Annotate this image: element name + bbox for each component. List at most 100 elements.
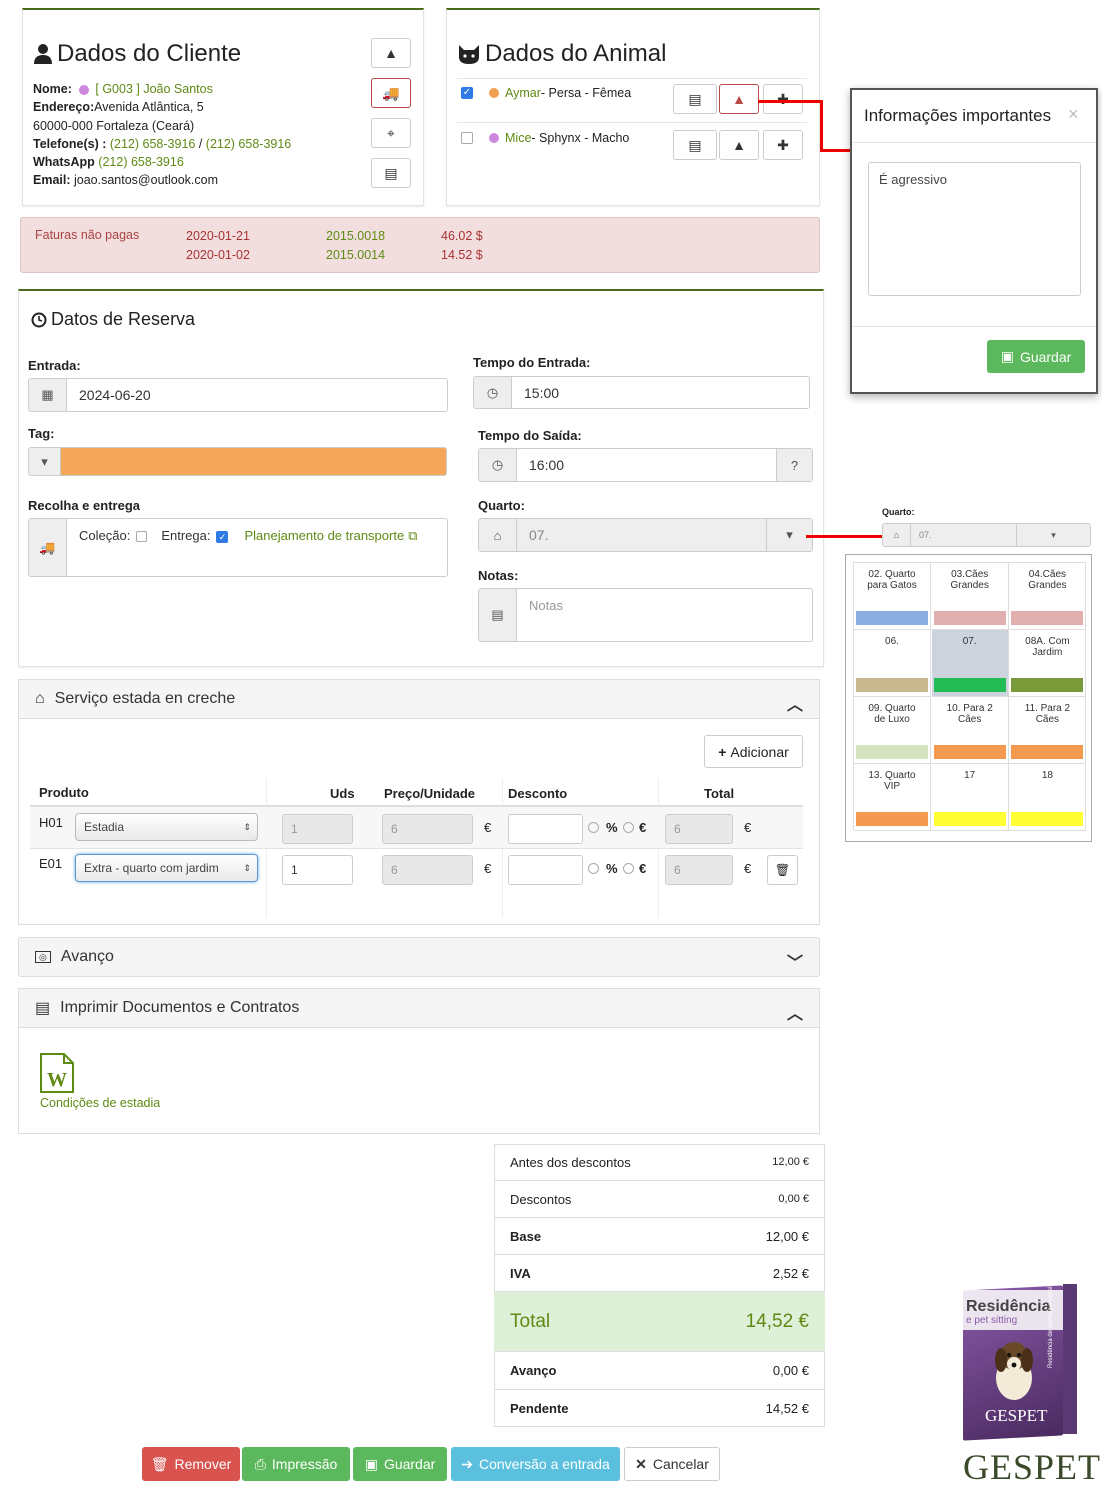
add-product-button[interactable]: + Adicionar bbox=[704, 735, 803, 768]
room-color-bar bbox=[856, 678, 928, 692]
discount-eur-radio[interactable] bbox=[623, 822, 634, 833]
word-document-icon[interactable]: W bbox=[40, 1053, 74, 1093]
pet-checkbox-2[interactable] bbox=[461, 132, 473, 144]
pet-row-2: Mice - Sphynx - Macho bbox=[461, 131, 629, 145]
summary-table bbox=[494, 1144, 825, 1427]
cancel-button[interactable]: ✕ Cancelar bbox=[624, 1447, 720, 1481]
quantity-input[interactable]: 1 bbox=[282, 814, 353, 844]
trash-icon: 🗑 bbox=[774, 863, 791, 877]
id-card-icon: ▤ bbox=[688, 136, 702, 153]
save-icon: ▣ bbox=[1000, 348, 1014, 364]
entrada-time-input[interactable]: ◷ 15:00 bbox=[473, 376, 810, 409]
tag-select[interactable]: ▾ bbox=[28, 447, 447, 476]
pet-card-button[interactable]: ▤ bbox=[673, 84, 717, 114]
clock-icon bbox=[31, 312, 47, 327]
room-cell[interactable]: 10. Para 2 Cães bbox=[931, 697, 1009, 764]
room-cell[interactable]: 07. bbox=[931, 630, 1009, 697]
convert-to-entry-button[interactable]: ➔ Conversão a entrada bbox=[451, 1447, 620, 1481]
room-cell[interactable]: 13. Quarto VIP bbox=[854, 764, 931, 831]
quarto-select[interactable]: ⌂ 07. ▾ bbox=[478, 518, 813, 552]
room-cell[interactable]: 18 bbox=[1009, 764, 1087, 831]
pet-medical-button[interactable]: ✚ bbox=[763, 84, 803, 114]
invoice-link[interactable]: 2015.0014 bbox=[326, 248, 386, 262]
print-button[interactable]: ⎙ Impressão bbox=[242, 1447, 350, 1481]
caret-down-icon[interactable]: ▾ bbox=[766, 519, 812, 551]
discount-pct-radio[interactable] bbox=[588, 822, 599, 833]
client-map-button[interactable]: ⌖ bbox=[371, 118, 411, 148]
chevron-down-icon[interactable]: ﹀ bbox=[786, 955, 803, 972]
invoice-link[interactable]: 2015.0018 bbox=[326, 229, 386, 243]
save-button[interactable]: ▣ Guardar bbox=[353, 1447, 447, 1481]
discount-eur-radio[interactable] bbox=[623, 863, 634, 874]
user-icon bbox=[34, 44, 52, 64]
room-cell[interactable]: 03.Cães Grandes bbox=[931, 563, 1009, 630]
room-color-bar bbox=[1011, 745, 1084, 759]
pet-warning-button[interactable]: ▲ bbox=[719, 84, 759, 114]
phone-link-2[interactable]: (212) 658-3916 bbox=[205, 136, 292, 151]
product-select[interactable]: Estadia ⇕ bbox=[75, 813, 258, 841]
trash-icon: 🗑 bbox=[150, 1455, 169, 1472]
quantity-input[interactable]: 1 bbox=[282, 855, 353, 885]
gespet-logo: GESPET bbox=[963, 1447, 1102, 1487]
sign-in-icon: ➔ bbox=[461, 1455, 473, 1472]
truck-icon: 🚚 bbox=[382, 84, 400, 101]
help-icon[interactable]: ? bbox=[776, 449, 812, 481]
summary-row: Avanço 0,00 € bbox=[494, 1352, 825, 1390]
entrada-date-input[interactable]: ▦ 2024-06-20 bbox=[28, 378, 448, 412]
room-cell[interactable]: 08A. Com Jardim bbox=[1009, 630, 1087, 697]
client-transport-button[interactable]: 🚚 bbox=[371, 78, 411, 108]
pet-warning-button[interactable]: ▲ bbox=[719, 130, 759, 160]
important-info-textarea[interactable]: É agressivo bbox=[868, 162, 1081, 296]
client-warning-button[interactable]: ▲ bbox=[371, 38, 411, 68]
print-header[interactable]: ▤ Imprimir Documentos e Contratos ︿ bbox=[18, 988, 820, 1028]
notas-textarea[interactable]: ▤ Notas bbox=[478, 588, 813, 642]
room-cell[interactable]: 04.Cães Grandes bbox=[1009, 563, 1087, 630]
pet-name-link[interactable]: Mice bbox=[505, 131, 532, 145]
close-icon: ✕ bbox=[635, 1455, 647, 1472]
product-select[interactable]: Extra - quarto com jardim ⇕ bbox=[75, 854, 258, 882]
close-icon[interactable]: × bbox=[1068, 104, 1079, 124]
room-cell[interactable]: 09. Quarto de Luxo bbox=[854, 697, 931, 764]
calendar-icon: ▦ bbox=[29, 379, 67, 411]
client-title: Dados do Cliente bbox=[33, 40, 241, 68]
summary-total-row: Total 14,52 € bbox=[494, 1292, 825, 1352]
discount-input[interactable] bbox=[508, 855, 583, 885]
room-picker-select[interactable]: ⌂ 07. ▾ bbox=[882, 523, 1091, 547]
summary-row: Pendente 14,52 € bbox=[510, 1401, 809, 1416]
saida-time-input[interactable]: ◷ 16:00 ? bbox=[478, 448, 813, 482]
room-color-bar bbox=[933, 812, 1006, 826]
popup-save-button[interactable]: ▣ Guardar bbox=[987, 340, 1085, 373]
avanco-header[interactable]: ◎ Avanço ﹀ bbox=[18, 937, 820, 977]
document-icon: ▤ bbox=[479, 589, 517, 641]
document-link[interactable]: Condições de estadia bbox=[40, 1096, 161, 1110]
entrega-checkbox[interactable]: ✓ bbox=[216, 531, 229, 543]
room-cell[interactable]: 17 bbox=[931, 764, 1009, 831]
pet-name-link[interactable]: Aymar bbox=[505, 86, 541, 100]
client-name-link[interactable]: [ G003 ] João Santos bbox=[95, 82, 213, 96]
discount-input[interactable] bbox=[508, 814, 583, 844]
caret-down-icon[interactable]: ▾ bbox=[1016, 524, 1090, 546]
room-cell[interactable]: 06. bbox=[854, 630, 931, 697]
whatsapp-link[interactable]: (212) 658-3916 bbox=[98, 155, 184, 170]
remove-button[interactable]: 🗑 Remover bbox=[142, 1447, 240, 1481]
delete-row-button[interactable]: 🗑 bbox=[767, 855, 798, 885]
room-cell[interactable]: 11. Para 2 Cães bbox=[1009, 697, 1087, 764]
colecao-checkbox[interactable] bbox=[136, 531, 148, 542]
room-cell[interactable]: 02. Quarto para Gatos bbox=[854, 563, 931, 630]
room-label: 03.Cães Grandes bbox=[950, 569, 989, 591]
phone-link-1[interactable]: (212) 658-3916 bbox=[109, 136, 196, 151]
discount-pct-radio[interactable] bbox=[588, 863, 599, 874]
pet-medical-button[interactable]: ✚ bbox=[763, 130, 803, 160]
room-grid: 02. Quarto para Gatos 03.Cães Grandes 04.C… bbox=[845, 554, 1092, 842]
service-header[interactable]: ⌂ Serviço estada en creche ︿ bbox=[18, 679, 820, 719]
pet-row-1: ✓ Aymar - Persa - Fêmea bbox=[461, 86, 632, 100]
pet-checkbox-1[interactable]: ✓ bbox=[461, 87, 473, 99]
transport-planning-link[interactable]: Planejamento de transporte bbox=[244, 528, 405, 543]
chevron-up-icon[interactable]: ︿ bbox=[786, 1006, 803, 1023]
id-card-icon: ▤ bbox=[688, 90, 702, 107]
pet-card-button[interactable]: ▤ bbox=[673, 130, 717, 160]
chevron-up-icon[interactable]: ︿ bbox=[786, 697, 803, 714]
recolha-group: 🚚 Coleção: Entrega: ✓ Planejamento de tr… bbox=[28, 518, 448, 577]
room-label: 08A. Com Jardim bbox=[1025, 636, 1070, 658]
client-card-button[interactable]: ▤ bbox=[371, 158, 411, 188]
